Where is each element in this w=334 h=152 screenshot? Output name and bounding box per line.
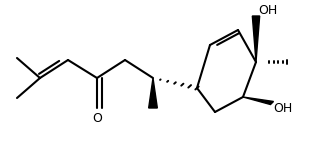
Polygon shape [243, 97, 274, 105]
Text: O: O [92, 112, 102, 124]
Text: OH: OH [273, 102, 292, 114]
Polygon shape [149, 78, 157, 108]
Text: OH: OH [258, 3, 277, 17]
Polygon shape [252, 16, 260, 62]
